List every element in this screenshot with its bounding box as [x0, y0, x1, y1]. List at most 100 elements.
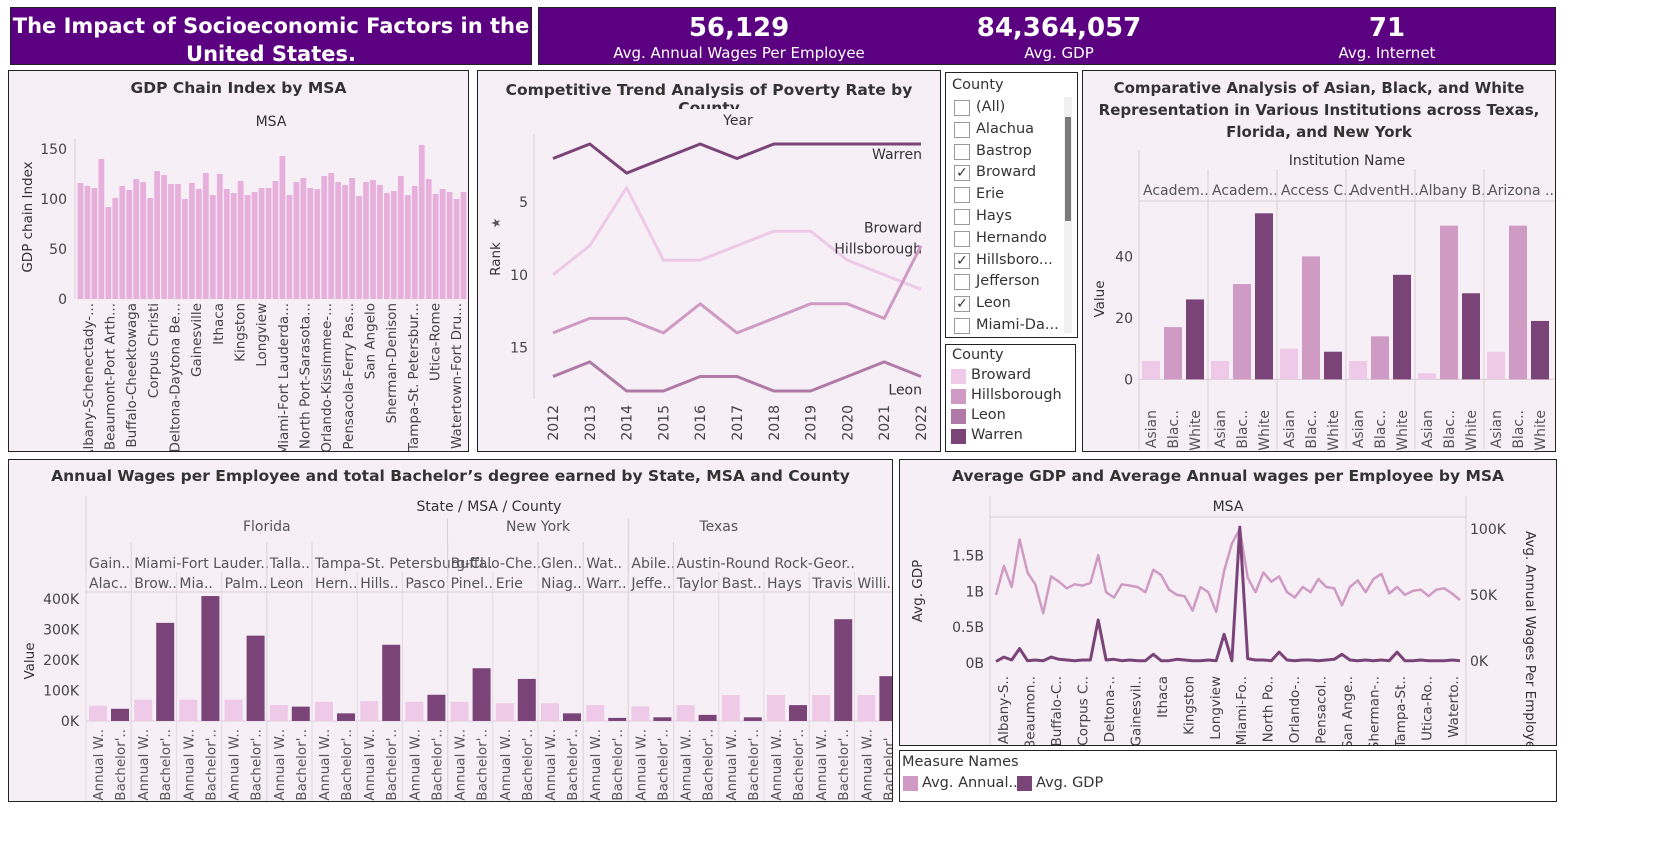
bar-gdp-chain-46: [397, 176, 404, 299]
filter-item-label: Broward: [976, 164, 1037, 181]
y-tick-label: 0: [1124, 372, 1133, 388]
bar-2-blac: [1302, 256, 1320, 380]
bar-gdp-chain-17: [195, 189, 202, 299]
county-legend-item-3[interactable]: Warren: [946, 427, 1071, 447]
bar-4-white: [1462, 293, 1480, 380]
county-legend-item-1[interactable]: Hillsborough: [946, 387, 1071, 407]
filter-checkbox[interactable]: [954, 121, 970, 138]
county-label: Warr..: [586, 576, 626, 592]
filter-item-label: (All): [976, 99, 1006, 115]
measure-legend-label-gdp: Avg. GDP: [1036, 775, 1104, 791]
group-label: Academ..: [1212, 183, 1278, 199]
x-tick-label: Annual W..: [814, 729, 830, 801]
x-tick-label: Orlando-Kissimmee-...: [319, 303, 335, 451]
filter-item-4[interactable]: Erie: [946, 186, 1064, 206]
bar-gdp-chain-1: [84, 186, 91, 299]
measure-legend-item-wages[interactable]: Avg. Annual..: [900, 775, 1018, 795]
bar-gdp-chain-7: [126, 190, 133, 299]
bar-gdp-chain-18: [202, 173, 209, 299]
bar-gdp-chain-24: [244, 195, 251, 299]
filter-scrollbar-thumb[interactable]: [1065, 117, 1071, 221]
y-tick-label: 10: [510, 268, 528, 284]
bar-gdp-chain-55: [460, 192, 467, 299]
filter-checkbox[interactable]: [954, 187, 970, 204]
filter-checkbox[interactable]: [954, 318, 970, 334]
filter-scrollbar[interactable]: [1064, 97, 1072, 333]
poverty-chart: Year Rank ★ 5 10 15 Warren Hillsborough Broward L…: [478, 109, 940, 451]
dashboard-title-box: The Impact of Socioeconomic Factors in t…: [10, 7, 532, 66]
series-label-hillsborough: Hillsborough: [834, 241, 922, 257]
chart-header: Year: [722, 113, 753, 129]
wages-bachelors-chart: State / MSA / County Value 0K 100K 200K 300K 4…: [9, 491, 892, 801]
x-tick-label: Longview: [1208, 676, 1224, 740]
bar-hays-bachelors: [789, 705, 807, 721]
group-label: Academ..: [1143, 183, 1209, 199]
filter-item-2[interactable]: Bastrop: [946, 143, 1064, 163]
kpi-bar: 56,129 Avg. Annual Wages Per Employee 84…: [538, 7, 1556, 65]
bar-gdp-chain-37: [335, 182, 342, 299]
y2-tick-label: 100K: [1470, 522, 1507, 538]
x-tick-label: Miami-Fo..: [1234, 676, 1250, 745]
filter-item-8[interactable]: Jefferson: [946, 273, 1064, 293]
county-label: Leon: [270, 576, 304, 592]
filter-checkbox[interactable]: [954, 274, 970, 291]
kpi-wages-value: 56,129: [688, 13, 790, 43]
legend-swatch: [951, 369, 966, 384]
filter-item-10[interactable]: Miami-Da...: [946, 317, 1064, 337]
county-filter-list: (All) Alachua Bastrop ✓ Broward Erie Hays Herna…: [946, 97, 1064, 337]
filter-item-7[interactable]: ✓ Hillsboro...: [946, 252, 1064, 272]
x-tick-label: Bachelor'..: [249, 729, 265, 801]
county-legend-item-0[interactable]: Broward: [946, 367, 1071, 387]
bar-gdp-chain-2: [91, 188, 98, 299]
bar-leon-wages: [269, 705, 288, 721]
x-tick-label: White: [1188, 410, 1204, 451]
plot-bg: [9, 491, 892, 801]
x-tick-label: San Angelo: [363, 303, 379, 379]
x-tick-label: Corpus C..: [1076, 676, 1092, 745]
y-tick-label: 200K: [43, 653, 80, 669]
county-filter[interactable]: County (All) Alachua Bastrop ✓ Broward Erie Ha…: [945, 72, 1078, 338]
bar-3-blac: [1371, 336, 1389, 380]
chart-header: MSA: [256, 114, 287, 130]
filter-checkbox[interactable]: ✓: [954, 252, 970, 269]
filter-item-5[interactable]: Hays: [946, 208, 1064, 228]
x-tick-label: 2017: [730, 405, 746, 441]
filter-item-1[interactable]: Alachua: [946, 121, 1064, 141]
kpi-internet-value: 71: [1368, 13, 1406, 43]
gdp-wages-chart: MSA Avg. GDP 0B 0.5B 1B 1.5B 0K 50K 100K Avg. Ann…: [900, 491, 1556, 745]
x-tick-label: Bachelor'..: [429, 729, 445, 801]
filter-item-6[interactable]: Hernando: [946, 230, 1064, 250]
filter-item-0[interactable]: (All): [946, 99, 1064, 119]
x-tick-label: Bachelor'..: [203, 729, 219, 801]
x-tick-label: Bachelor'..: [746, 729, 762, 801]
bar-warr-bachelors: [608, 717, 627, 721]
x-tick-label: 2013: [583, 405, 599, 441]
filter-checkbox[interactable]: [954, 143, 970, 160]
filter-item-9[interactable]: ✓ Leon: [946, 295, 1064, 315]
x-tick-label: Bachelor'..: [610, 729, 626, 801]
bar-5-white: [1531, 320, 1549, 380]
bar-4-blac: [1440, 225, 1458, 380]
filter-checkbox[interactable]: [954, 230, 970, 247]
bar-pinel-bachelors: [472, 668, 491, 721]
y-tick-label: 0: [58, 292, 67, 308]
state-label: Texas: [698, 519, 738, 535]
county-label: Erie: [496, 576, 523, 592]
legend-label: Leon: [971, 407, 1006, 423]
measure-legend-item-gdp[interactable]: Avg. GDP: [1014, 775, 1134, 795]
bar-0-white: [1186, 299, 1204, 380]
filter-checkbox[interactable]: ✓: [954, 165, 970, 182]
filter-item-label: Hernando: [976, 229, 1047, 246]
x-tick-label: Annual W..: [407, 729, 423, 801]
filter-checkbox[interactable]: [954, 209, 970, 225]
filter-item-3[interactable]: ✓ Broward: [946, 164, 1064, 184]
filter-checkbox[interactable]: [954, 100, 970, 116]
x-tick-label: 2022: [914, 405, 930, 441]
bar-gdp-chain-39: [349, 178, 355, 299]
x-tick-label: Annual W..: [633, 729, 649, 801]
x-tick-label: 2021: [877, 405, 893, 441]
bar-0-asian: [1142, 360, 1160, 380]
filter-checkbox[interactable]: ✓: [954, 296, 970, 313]
county-label: Brow..: [134, 576, 177, 592]
county-legend-item-2[interactable]: Leon: [946, 407, 1071, 427]
